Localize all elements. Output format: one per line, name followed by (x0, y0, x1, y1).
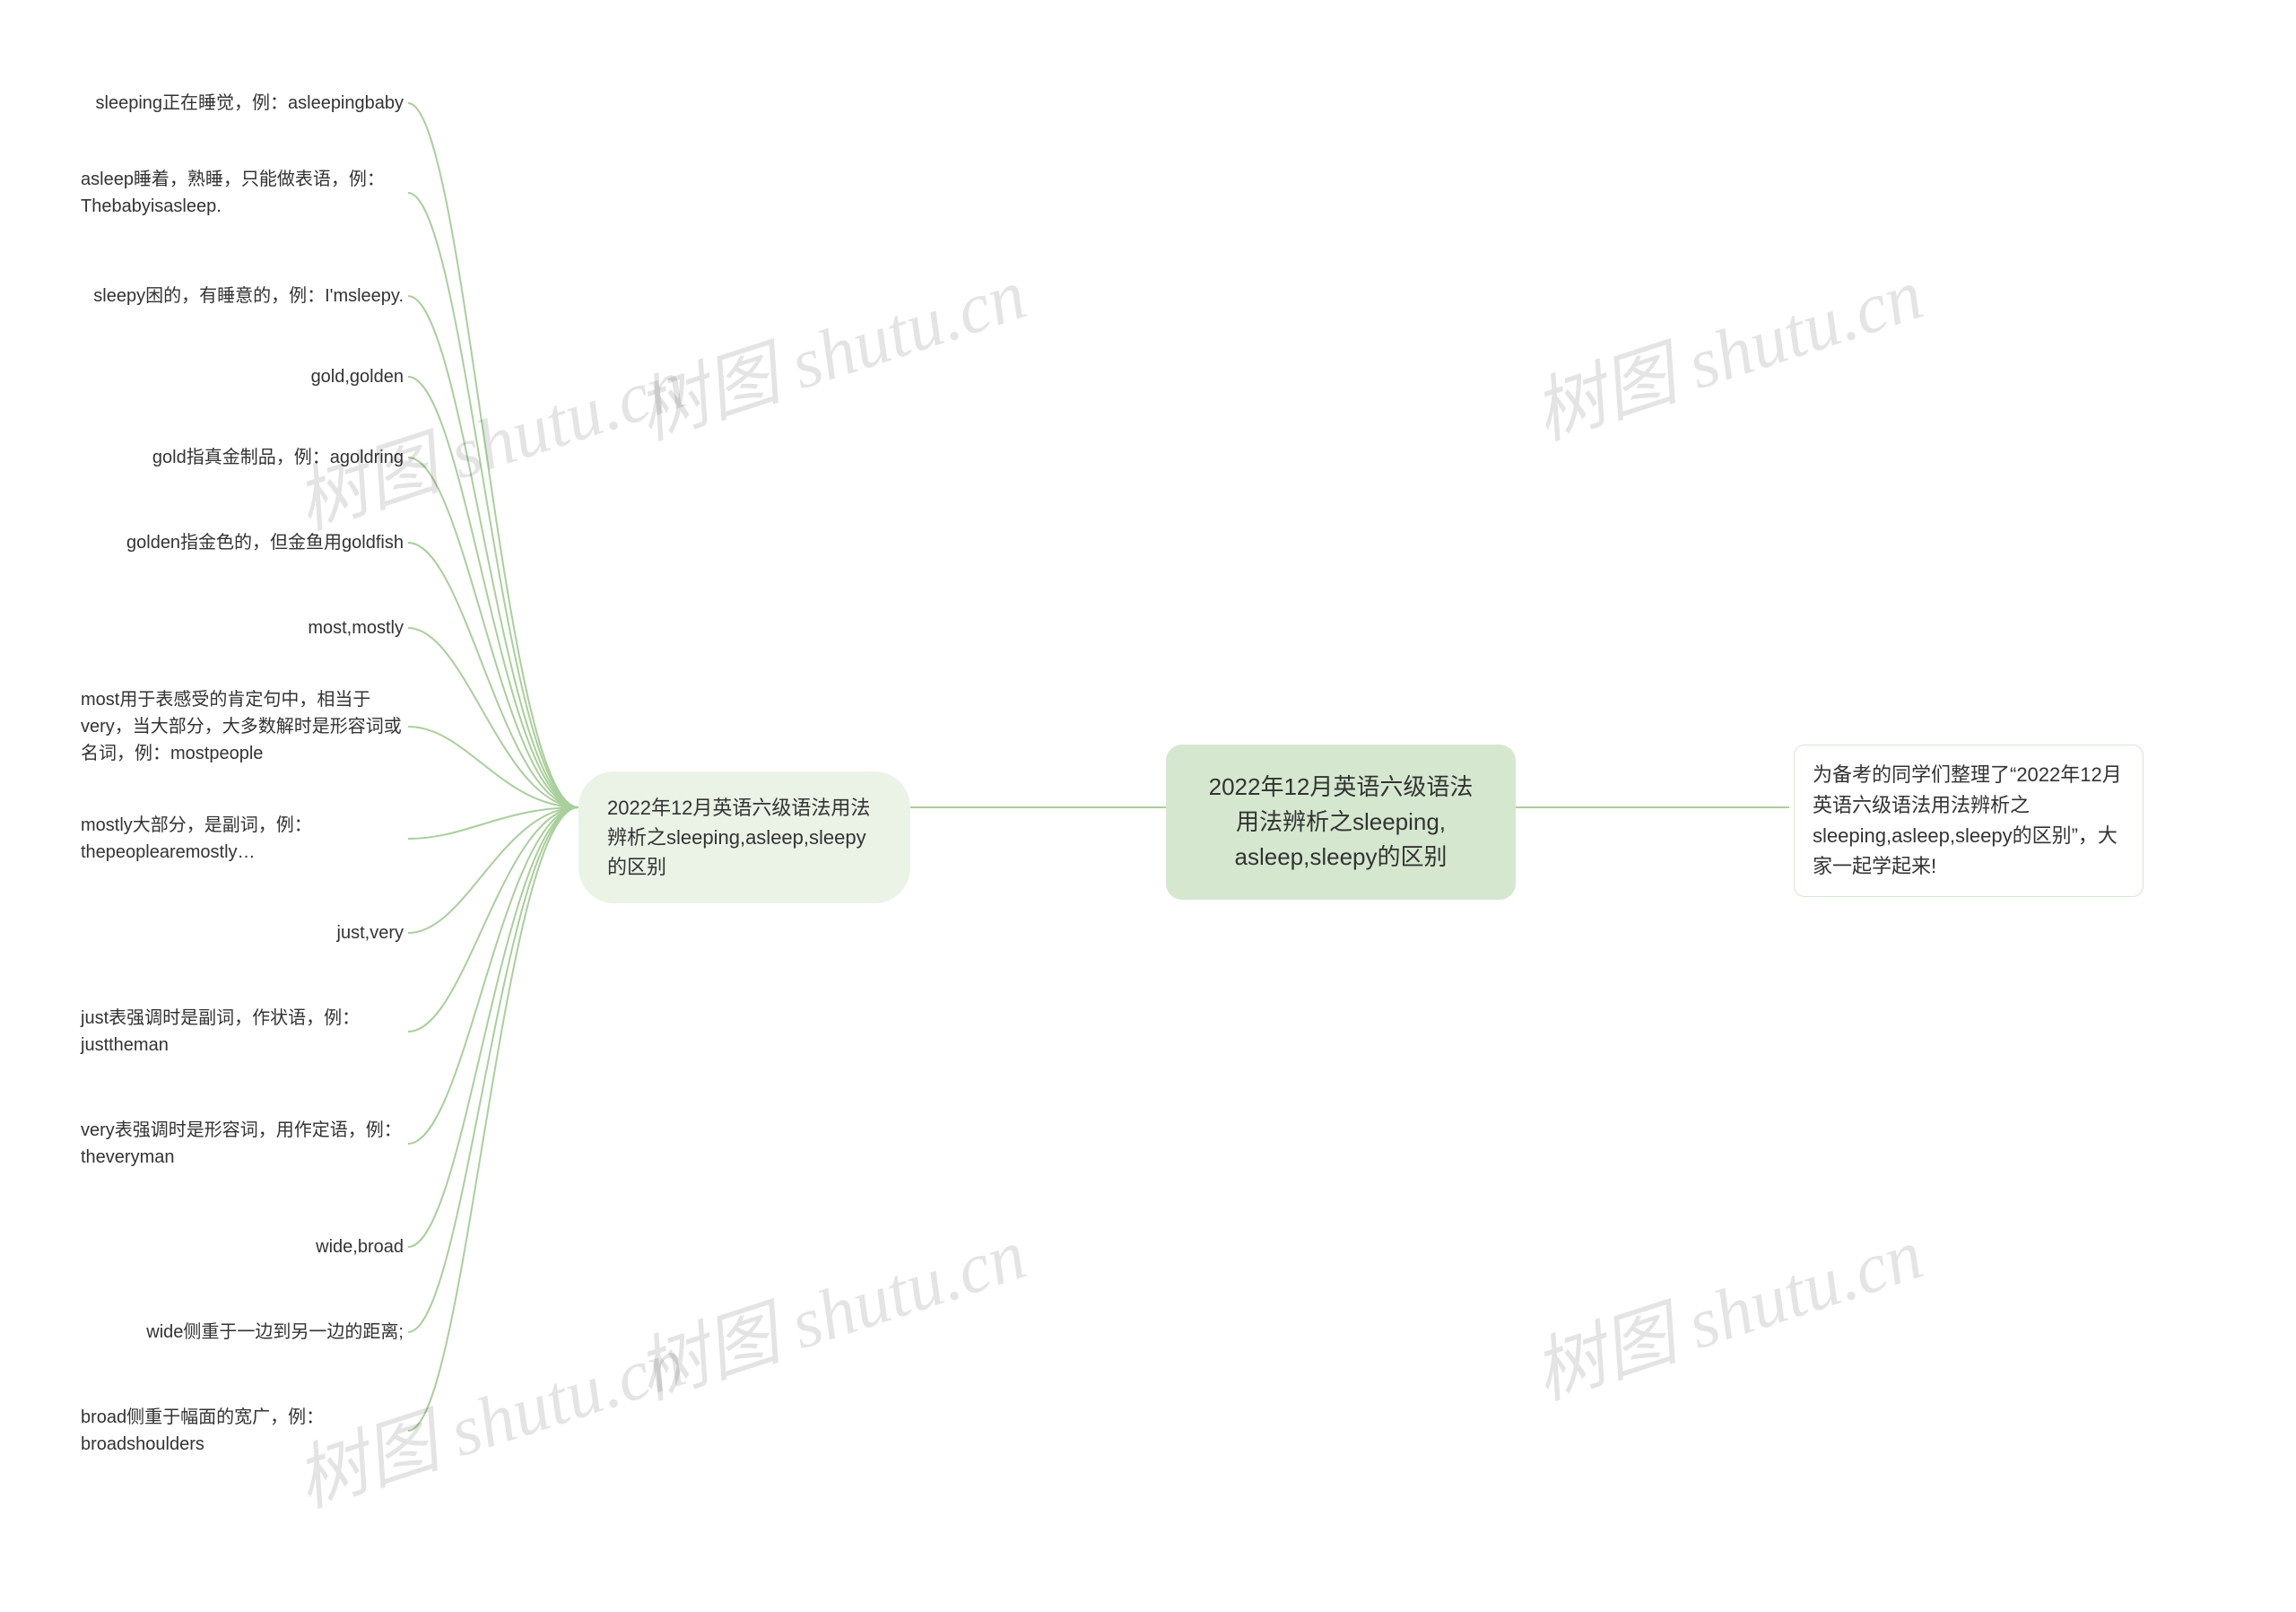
leaf-text: just,very (337, 923, 404, 943)
leaf-node[interactable]: most,mostly (81, 614, 404, 641)
leaf-text: most,mostly (308, 618, 404, 638)
leaf-text: just表强调时是副词，作状语，例：justtheman (81, 1008, 360, 1055)
leaf-node[interactable]: gold,golden (81, 363, 404, 390)
leaf-text: gold指真金制品，例：agoldring (152, 448, 404, 467)
leaf-text: wide,broad (316, 1237, 404, 1257)
leaf-node[interactable]: wide,broad (81, 1233, 404, 1260)
leaf-text: sleeping正在睡觉，例：asleepingbaby (96, 93, 404, 113)
leaf-text: golden指金色的，但金鱼用goldfish (126, 533, 404, 553)
center-topic[interactable]: 2022年12月英语六级语法用法辨析之sleeping, asleep,slee… (1166, 745, 1516, 900)
leaf-text: sleepy困的，有睡意的，例：I'msleepy. (93, 286, 404, 306)
leaf-node[interactable]: just表强调时是副词，作状语，例：justtheman (81, 1005, 404, 1059)
leaf-node[interactable]: asleep睡着，熟睡，只能做表语，例：Thebabyisasleep. (81, 166, 404, 220)
leaf-node[interactable]: sleepy困的，有睡意的，例：I'msleepy. (81, 283, 404, 309)
leaf-node[interactable]: most用于表感受的肯定句中，相当于very，当大部分，大多数解时是形容词或名词… (81, 686, 404, 767)
watermark: 树图 shutu.cn (622, 1196, 1037, 1419)
watermark: 树图 shutu.cn (1518, 1196, 1934, 1419)
leaf-node[interactable]: golden指金色的，但金鱼用goldfish (81, 529, 404, 556)
watermark: 树图 shutu.cn (1518, 236, 1934, 459)
leaf-text: mostly大部分，是副词，例：thepeoplearemostly… (81, 815, 312, 862)
leaf-node[interactable]: sleeping正在睡觉，例：asleepingbaby (81, 90, 404, 117)
left-hub[interactable]: 2022年12月英语六级语法用法辨析之sleeping,asleep,sleep… (578, 771, 910, 903)
leaf-text: asleep睡着，熟睡，只能做表语，例：Thebabyisasleep. (81, 170, 385, 216)
leaf-text: most用于表感受的肯定句中，相当于very，当大部分，大多数解时是形容词或名词… (81, 690, 402, 763)
leaf-text: gold,golden (311, 367, 404, 387)
leaf-text: very表强调时是形容词，用作定语，例：theveryman (81, 1120, 402, 1167)
center-topic-text: 2022年12月英语六级语法用法辨析之sleeping, asleep,slee… (1209, 773, 1474, 870)
leaf-node[interactable]: just,very (81, 919, 404, 946)
leaf-node[interactable]: very表强调时是形容词，用作定语，例：theveryman (81, 1117, 404, 1171)
leaf-node[interactable]: wide侧重于一边到另一边的距离; (81, 1319, 404, 1346)
leaf-node[interactable]: gold指真金制品，例：agoldring (81, 444, 404, 471)
watermark: 树图 shutu.cn (622, 236, 1037, 459)
left-hub-text: 2022年12月英语六级语法用法辨析之sleeping,asleep,sleep… (607, 797, 870, 878)
right-note[interactable]: 为备考的同学们整理了“2022年12月英语六级语法用法辨析之sleeping,a… (1794, 745, 2144, 897)
leaf-node[interactable]: broad侧重于幅面的宽广，例：broadshoulders (81, 1404, 404, 1458)
right-note-text: 为备考的同学们整理了“2022年12月英语六级语法用法辨析之sleeping,a… (1813, 763, 2122, 877)
leaf-text: wide侧重于一边到另一边的距离; (146, 1322, 404, 1342)
watermark: 树图 shutu.cn (281, 326, 696, 549)
leaf-node[interactable]: mostly大部分，是副词，例：thepeoplearemostly… (81, 812, 404, 866)
leaf-text: broad侧重于幅面的宽广，例：broadshoulders (81, 1407, 324, 1454)
